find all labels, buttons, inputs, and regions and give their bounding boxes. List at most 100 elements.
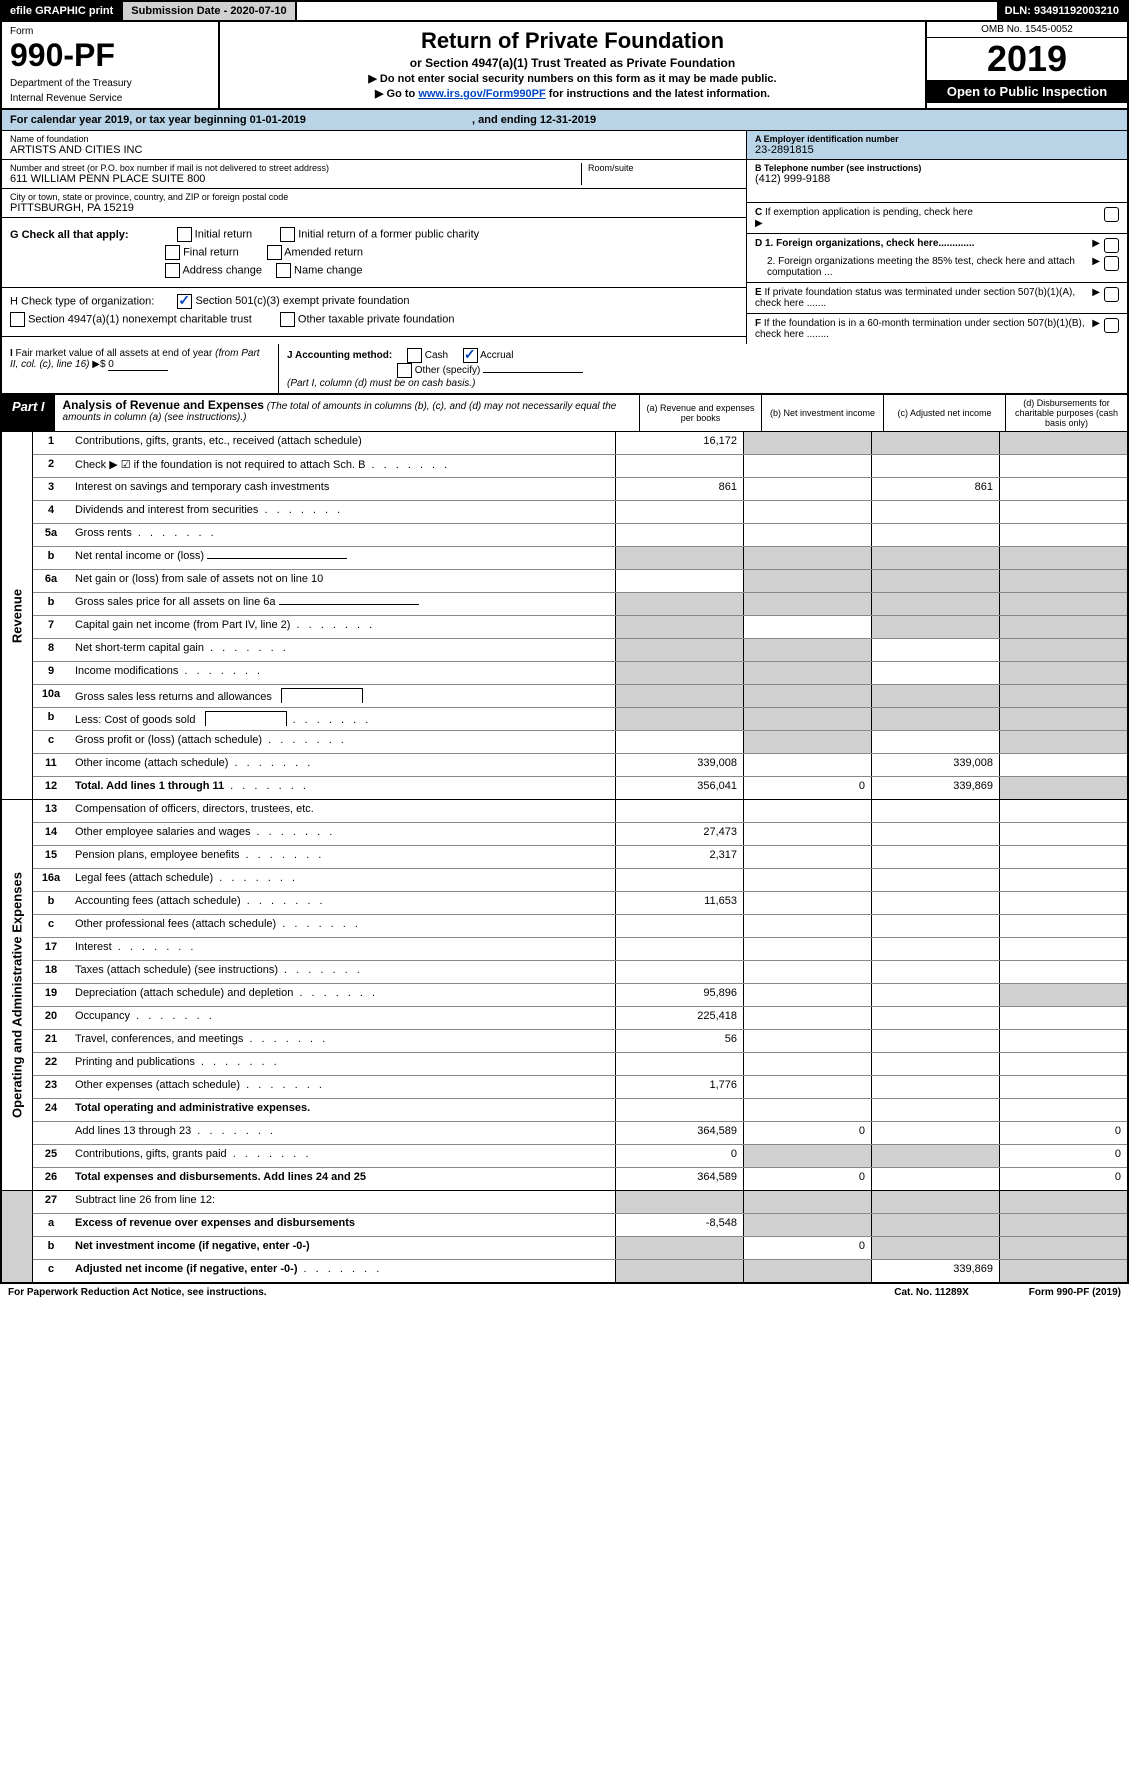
cb-other-taxable[interactable]	[280, 312, 295, 327]
data-cell: 339,008	[871, 754, 999, 776]
data-cell-gray	[871, 432, 999, 454]
line-desc: Net gain or (loss) from sale of assets n…	[69, 570, 615, 592]
data-cell-gray	[871, 570, 999, 592]
line-number: 23	[33, 1076, 69, 1098]
cb-cash[interactable]	[407, 348, 422, 363]
cb-e[interactable]	[1104, 287, 1119, 302]
cb-amended[interactable]	[267, 245, 282, 260]
data-cell	[999, 1053, 1127, 1075]
data-cell	[743, 1053, 871, 1075]
final-side-gray	[2, 1191, 33, 1282]
data-cell	[743, 478, 871, 500]
irs-link[interactable]: www.irs.gov/Form990PF	[418, 88, 545, 100]
data-cell	[871, 846, 999, 868]
data-cell	[999, 961, 1127, 983]
data-cell: 0	[743, 1237, 871, 1259]
data-cell-gray	[871, 1145, 999, 1167]
line-desc: Travel, conferences, and meetings . . . …	[69, 1030, 615, 1052]
data-cell-gray	[871, 593, 999, 615]
line-number: 8	[33, 639, 69, 661]
data-cell-gray	[999, 777, 1127, 799]
year-box: OMB No. 1545-0052 2019 Open to Public In…	[925, 22, 1127, 108]
line-desc: Other expenses (attach schedule) . . . .…	[69, 1076, 615, 1098]
data-cell	[999, 846, 1127, 868]
dept-irs: Internal Revenue Service	[10, 93, 210, 104]
data-cell-gray	[743, 570, 871, 592]
h-label: H Check type of organization:	[10, 295, 154, 307]
data-cell	[871, 892, 999, 914]
table-row: 25Contributions, gifts, grants paid . . …	[33, 1145, 1127, 1168]
data-cell	[999, 892, 1127, 914]
data-cell: -8,548	[615, 1214, 743, 1236]
data-cell: 861	[615, 478, 743, 500]
data-cell-gray	[999, 1260, 1127, 1282]
data-cell	[615, 524, 743, 546]
e-terminated-row: E E If private foundation status was ter…	[747, 283, 1127, 314]
data-cell	[743, 892, 871, 914]
data-cell	[743, 984, 871, 1006]
cb-d1[interactable]	[1104, 238, 1119, 253]
cb-final-return[interactable]	[165, 245, 180, 260]
data-cell-gray	[615, 639, 743, 661]
table-row: 21Travel, conferences, and meetings . . …	[33, 1030, 1127, 1053]
data-cell-gray	[999, 639, 1127, 661]
line-desc: Excess of revenue over expenses and disb…	[69, 1214, 615, 1236]
line-number: b	[33, 708, 69, 730]
table-row: 9Income modifications . . . . . . .	[33, 662, 1127, 685]
data-cell: 364,589	[615, 1168, 743, 1190]
line-number: 6a	[33, 570, 69, 592]
cb-name-change[interactable]	[276, 263, 291, 278]
data-cell	[999, 1076, 1127, 1098]
data-cell	[615, 800, 743, 822]
cb-initial-return[interactable]	[177, 227, 192, 242]
data-cell	[871, 1076, 999, 1098]
data-cell-gray	[743, 1145, 871, 1167]
page-container: efile GRAPHIC print Submission Date - 20…	[0, 0, 1129, 1301]
line-number: 1	[33, 432, 69, 454]
data-cell-gray	[615, 662, 743, 684]
cb-other-method[interactable]	[397, 363, 412, 378]
data-cell: 339,869	[871, 1260, 999, 1282]
data-cell-gray	[871, 1214, 999, 1236]
cb-d2[interactable]	[1104, 256, 1119, 271]
info-left: Name of foundation ARTISTS AND CITIES IN…	[2, 131, 746, 344]
line-desc: Pension plans, employee benefits . . . .…	[69, 846, 615, 868]
cb-f[interactable]	[1104, 318, 1119, 333]
cb-address-change[interactable]	[165, 263, 180, 278]
line-desc: Net short-term capital gain . . . . . . …	[69, 639, 615, 661]
line-number: 10a	[33, 685, 69, 707]
table-row: cOther professional fees (attach schedul…	[33, 915, 1127, 938]
table-row: bNet investment income (if negative, ent…	[33, 1237, 1127, 1260]
table-row: 27Subtract line 26 from line 12:	[33, 1191, 1127, 1214]
line-number: 24	[33, 1099, 69, 1121]
line-number: 9	[33, 662, 69, 684]
cb-exemption[interactable]	[1104, 207, 1119, 222]
cb-initial-former[interactable]	[280, 227, 295, 242]
data-cell: 339,869	[871, 777, 999, 799]
data-cell	[743, 1007, 871, 1029]
data-cell: 0	[743, 1122, 871, 1144]
line-number: b	[33, 1237, 69, 1259]
form-id-box: Form 990-PF Department of the Treasury I…	[2, 22, 220, 108]
cb-accrual[interactable]	[463, 348, 478, 363]
line-desc: Legal fees (attach schedule) . . . . . .…	[69, 869, 615, 891]
data-cell	[743, 1030, 871, 1052]
data-cell: 364,589	[615, 1122, 743, 1144]
data-cell: 0	[743, 1168, 871, 1190]
cb-501c3[interactable]	[177, 294, 192, 309]
data-cell	[871, 731, 999, 753]
line-desc: Other professional fees (attach schedule…	[69, 915, 615, 937]
line-desc: Subtract line 26 from line 12:	[69, 1191, 615, 1213]
g-check-section: G Check all that apply: Initial return I…	[2, 218, 746, 288]
data-cell	[743, 823, 871, 845]
data-cell-gray	[743, 432, 871, 454]
data-cell	[871, 1007, 999, 1029]
top-bar: efile GRAPHIC print Submission Date - 20…	[0, 0, 1129, 22]
table-row: 22Printing and publications . . . . . . …	[33, 1053, 1127, 1076]
cb-4947[interactable]	[10, 312, 25, 327]
line-desc: Gross rents . . . . . . .	[69, 524, 615, 546]
data-cell	[999, 1030, 1127, 1052]
data-cell: 0	[999, 1145, 1127, 1167]
street-address: 611 WILLIAM PENN PLACE SUITE 800	[10, 173, 581, 185]
line-number: 2	[33, 455, 69, 477]
